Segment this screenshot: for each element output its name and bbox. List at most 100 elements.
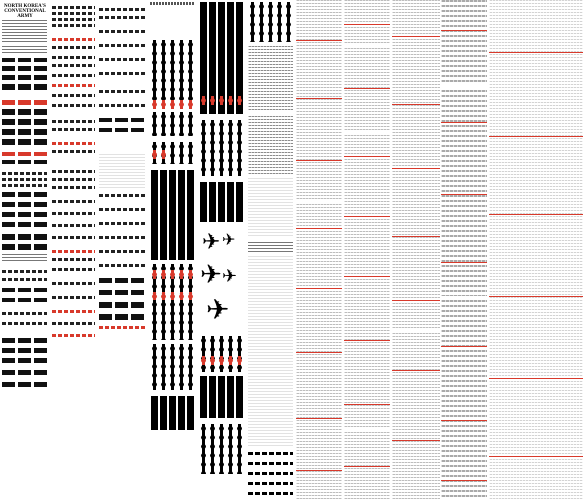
ship-row	[99, 314, 145, 320]
helicopter-grid-highlight	[199, 96, 245, 105]
ship-row	[2, 222, 47, 227]
small-vessel-row-highlight	[52, 310, 95, 313]
column-naval-medium	[98, 0, 146, 345]
highlight-line	[489, 214, 583, 215]
highlight-line	[344, 404, 390, 405]
ship-row	[99, 128, 145, 132]
highlight-line	[344, 24, 390, 25]
small-vessel-row-highlight	[52, 250, 95, 253]
vehicle-grid-light	[248, 178, 293, 238]
small-vessel-row	[52, 104, 95, 107]
highlight-line	[392, 236, 440, 237]
column-ground-a	[247, 0, 294, 500]
small-vessel-row	[52, 74, 95, 77]
column-soldiers-2	[344, 0, 390, 500]
highlight-line	[441, 420, 487, 421]
section-heading	[150, 2, 194, 5]
highlight-line	[489, 296, 583, 297]
ship-row-highlight	[2, 100, 47, 105]
highlight-line	[441, 194, 487, 195]
block-divider	[392, 330, 440, 333]
small-vessel-row	[99, 16, 145, 19]
tank-row	[248, 472, 293, 475]
small-vessel-row	[52, 150, 95, 153]
bomber-icon: ✈	[202, 230, 221, 255]
highlight-line	[392, 36, 440, 37]
ship-row	[2, 58, 47, 62]
infographic-title: NORTH KOREA'S CONVENTIONAL ARMY	[4, 4, 46, 19]
highlight-line	[344, 156, 390, 157]
small-vessel-row	[52, 258, 95, 261]
aircraft-grid	[150, 40, 194, 100]
highlight-line	[296, 40, 342, 41]
highlight-line	[296, 352, 342, 353]
small-vessel-row	[2, 184, 47, 187]
column-soldiers-1	[296, 0, 342, 500]
small-vessel-row	[52, 128, 95, 131]
small-vessel-row	[2, 270, 47, 273]
block-divider	[344, 44, 390, 47]
block-divider	[441, 84, 487, 87]
helicopter-grid	[199, 182, 245, 222]
small-vessel-row	[2, 322, 47, 325]
intro-text	[2, 20, 47, 44]
highlight-line	[441, 262, 487, 263]
highlight-line	[296, 470, 342, 471]
ship-row	[2, 370, 47, 375]
ship-row	[2, 192, 47, 197]
small-vessel-row	[52, 322, 95, 325]
small-vessel-row	[52, 56, 95, 59]
small-vessel-row	[52, 120, 95, 123]
aircraft-grid	[150, 170, 194, 260]
ship-row	[2, 202, 47, 207]
vehicle-grid	[248, 2, 293, 42]
highlight-line	[344, 466, 390, 467]
small-vessel-row-highlight	[99, 326, 145, 329]
highlight-line	[489, 136, 583, 137]
highlight-line	[392, 300, 440, 301]
tank-row	[248, 452, 293, 455]
small-vessel-row	[99, 222, 145, 225]
ship-row	[2, 119, 47, 125]
aircraft-grid	[150, 264, 194, 294]
bomber-icon: ✈	[206, 293, 230, 326]
small-vessel-row	[2, 178, 47, 181]
highlight-line	[392, 104, 440, 105]
tank-row	[248, 462, 293, 465]
highlight-line	[296, 228, 342, 229]
small-vessel-row	[52, 170, 95, 173]
ship-row	[2, 66, 47, 71]
ship-row	[2, 160, 47, 164]
aircraft-grid	[150, 300, 194, 340]
ship-row	[2, 129, 47, 135]
aircraft-grid-highlight	[199, 356, 245, 365]
aircraft-grid-highlight	[150, 270, 194, 279]
column-aircraft	[148, 0, 196, 430]
ship-row	[2, 75, 47, 80]
ship-row	[99, 290, 145, 295]
column-naval-large: NORTH KOREA'S CONVENTIONAL ARMY	[0, 0, 50, 400]
small-vessel-row	[52, 94, 95, 97]
aircraft-grid-highlight	[150, 292, 194, 301]
bomber-icon: ✈	[222, 266, 238, 287]
highlight-line	[296, 418, 342, 419]
aircraft-grid-highlight	[150, 150, 168, 159]
highlight-line	[441, 346, 487, 347]
highlight-line	[296, 160, 342, 161]
ship-row	[2, 338, 47, 343]
small-vessel-row	[2, 278, 47, 281]
small-vessel-row	[52, 282, 95, 285]
ship-row	[2, 84, 47, 90]
vessel-grid	[99, 154, 145, 190]
small-vessel-row	[52, 186, 95, 189]
highlight-line	[344, 216, 390, 217]
small-vessel-row	[99, 264, 145, 267]
highlight-line	[392, 370, 440, 371]
small-vessel-row	[52, 296, 95, 299]
small-vessel-row	[99, 236, 145, 239]
vehicle-grid-dense	[248, 46, 293, 110]
small-vessel-row	[52, 236, 95, 239]
highlight-line	[344, 340, 390, 341]
section-text	[248, 242, 293, 252]
aircraft-grid	[150, 112, 194, 136]
